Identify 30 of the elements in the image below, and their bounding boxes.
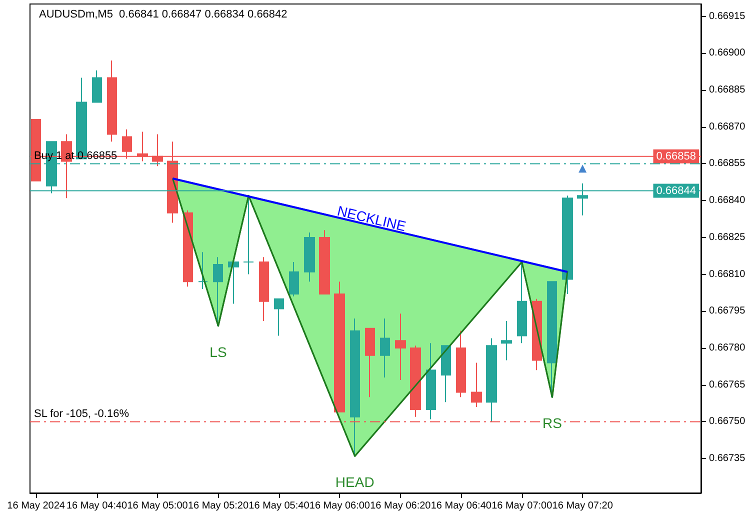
x-tick-label: 16 May 04:40 xyxy=(66,500,128,512)
y-tick-label: 0.66765 xyxy=(709,379,746,390)
ref-line-label: 0.66858 xyxy=(656,150,696,162)
x-tick-label: 16 May 06:20 xyxy=(370,500,432,512)
x-tick-label: 16 May 06:00 xyxy=(309,500,370,512)
y-tick-label: 0.66735 xyxy=(709,453,746,464)
annotation: RS xyxy=(542,415,562,432)
y-tick-label: 0.66750 xyxy=(709,416,746,428)
y-tick-label: 0.66885 xyxy=(709,84,746,96)
x-tick-label: 16 May 05:00 xyxy=(127,500,188,512)
y-tick-label: 0.66795 xyxy=(709,306,746,317)
y-tick-label: 0.66780 xyxy=(709,342,746,354)
y-tick-label: 0.66915 xyxy=(709,10,746,22)
y-tick-label: 0.66810 xyxy=(709,268,746,280)
x-tick-label: 16 May 05:20 xyxy=(188,500,249,512)
ref-line-label: 0.66844 xyxy=(656,184,696,197)
y-tick-label: 0.66870 xyxy=(709,121,746,132)
y-tick-label: 0.66825 xyxy=(709,232,746,243)
y-tick-label: 0.66840 xyxy=(709,195,746,206)
x-tick-label: 16 May 05:40 xyxy=(248,500,310,512)
y-tick-label: 0.66855 xyxy=(709,158,746,170)
x-tick-label: 16 May 07:00 xyxy=(492,500,553,512)
x-tick-label: 16 May 06:40 xyxy=(430,500,492,512)
x-tick-label: 16 May 07:20 xyxy=(552,500,614,512)
x-tick-label: 16 May 2024 xyxy=(7,500,66,512)
y-tick-label: 0.66900 xyxy=(709,48,746,59)
ref-line-label: SL for -105, -0.16% xyxy=(34,408,130,420)
annotation: HEAD xyxy=(335,474,374,490)
chart-title: AUDUSDm,M5 0.66841 0.66847 0.66834 0.66842 xyxy=(39,8,288,20)
annotation: LS xyxy=(210,344,227,360)
